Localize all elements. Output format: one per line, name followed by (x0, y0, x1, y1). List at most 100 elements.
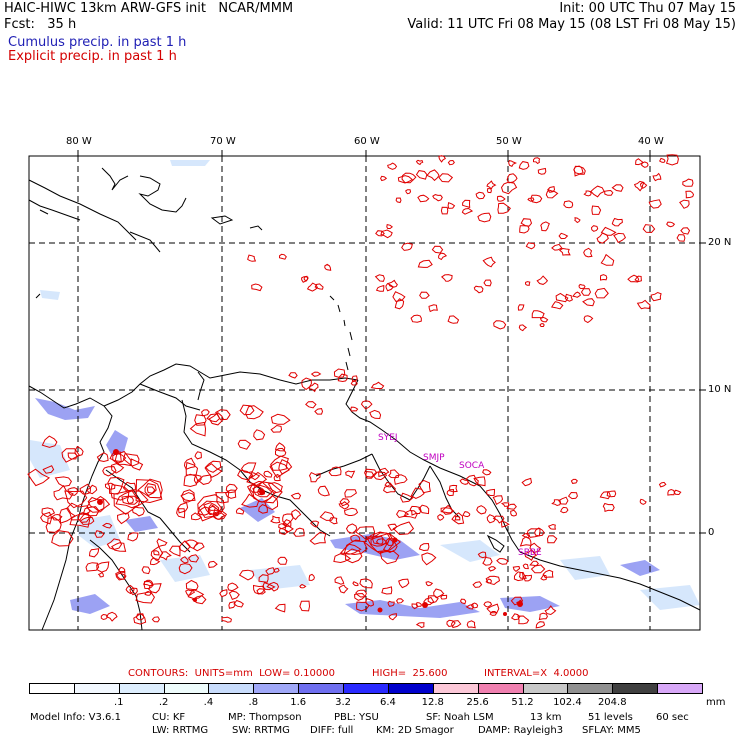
station-label-syej: SYEJ (378, 433, 398, 443)
precip-contour (417, 259, 433, 268)
precip-contour (567, 491, 578, 500)
colorbar-label: 204.8 (597, 697, 627, 708)
precip-contour (636, 299, 651, 310)
precip-contour (530, 564, 546, 574)
precip-contour (438, 173, 454, 183)
precip-contour (418, 542, 430, 552)
precip-contour (673, 489, 682, 496)
precip-contour (648, 199, 662, 209)
precip-contour (135, 613, 145, 621)
precip-contour (379, 551, 400, 565)
lat-label-10n: 10 N (708, 384, 732, 395)
precip-contour (114, 450, 132, 467)
contour-units: CONTOURS: UNITS=mm LOW= 0.10000 (128, 668, 335, 679)
precip-contour (564, 293, 574, 302)
precip-contour (385, 282, 395, 292)
precip-contour (183, 457, 196, 470)
precip-contour (208, 412, 224, 426)
precip-contour (270, 413, 291, 425)
station-label-sbbe: SBBE (518, 548, 542, 558)
precip-contour (486, 180, 497, 190)
precip-contour (536, 275, 549, 285)
precip-contour (590, 225, 599, 232)
precip-contour (238, 569, 255, 581)
footer-pbl: PBL: YSU (334, 712, 379, 723)
lon-label-40w: 40 W (638, 136, 664, 147)
precip-contour (410, 487, 425, 499)
precip-contour (86, 484, 98, 495)
precip-contour (237, 439, 252, 450)
precip-contour (627, 274, 640, 283)
precip-contour (409, 505, 422, 516)
precip-contour (525, 242, 536, 250)
precip-contour (334, 576, 345, 585)
precip-contour (613, 232, 627, 244)
precip-contour (360, 400, 373, 410)
precip-contour (253, 429, 266, 441)
precip-contour (258, 504, 268, 514)
precip-contour (177, 502, 189, 514)
precip-contour (148, 583, 162, 594)
precip-contour (652, 172, 662, 182)
colorbar-swatch (73, 683, 120, 694)
precip-contour (141, 566, 151, 575)
precip-contour (201, 409, 210, 417)
precip-contour (97, 571, 104, 578)
precip-contour (440, 206, 449, 215)
precip-contour (534, 527, 545, 537)
colorbar-swatch (387, 683, 434, 694)
precip-contour (545, 189, 559, 199)
precip-contour (85, 562, 100, 572)
precip-contour (591, 205, 602, 215)
precip-contour (530, 194, 543, 204)
precip-contour (150, 545, 164, 561)
precip-contour (634, 275, 642, 283)
precip-contour (583, 315, 594, 324)
precip-contour (659, 157, 666, 163)
precip-contour (570, 478, 578, 484)
precip-contour (54, 476, 72, 487)
precip-contour (529, 542, 541, 553)
precip-contour (633, 180, 645, 192)
precip-contour (333, 368, 346, 378)
precip-contour (496, 558, 509, 565)
precip-contour (328, 466, 342, 477)
precip-contour (251, 283, 263, 292)
precip-contour (185, 579, 199, 591)
precip-contour (308, 382, 319, 393)
precip-contour (639, 498, 647, 505)
precip-contour (378, 467, 390, 478)
precip-contour (110, 463, 125, 474)
precip-contour (447, 159, 455, 166)
precip-contour (381, 586, 393, 595)
contour-high: HIGH= 25.600 (372, 668, 448, 679)
precip-contour (387, 162, 398, 170)
precip-contour (337, 373, 348, 383)
precip-contour (574, 217, 581, 224)
precip-contour (501, 502, 510, 507)
lon-label-80w: 80 W (66, 136, 92, 147)
precip-contour (191, 595, 207, 605)
precip-contour (594, 287, 609, 299)
precip-contour (178, 563, 193, 575)
footer-km: KM: 2D Smagor (376, 725, 454, 736)
precip-contour (582, 298, 595, 307)
precip-contour (473, 285, 484, 294)
colorbar-swatch (29, 683, 75, 694)
precip-contour (306, 282, 319, 292)
precip-contour (197, 494, 225, 522)
station-label-smjp: SMJP (423, 453, 445, 463)
precip-contour (351, 375, 358, 382)
precip-contour (310, 371, 322, 377)
precip-contour (293, 527, 305, 537)
precip-contour (551, 301, 564, 310)
precip-contour (405, 189, 412, 195)
footer-timestep: 60 sec (656, 712, 689, 723)
precip-contour (343, 507, 359, 516)
precip-contour (466, 620, 476, 629)
precip-contour (301, 377, 312, 391)
precip-contour (440, 594, 448, 600)
precip-contour (517, 615, 530, 625)
colorbar-swatch (567, 683, 614, 694)
precip-contour (277, 556, 288, 565)
